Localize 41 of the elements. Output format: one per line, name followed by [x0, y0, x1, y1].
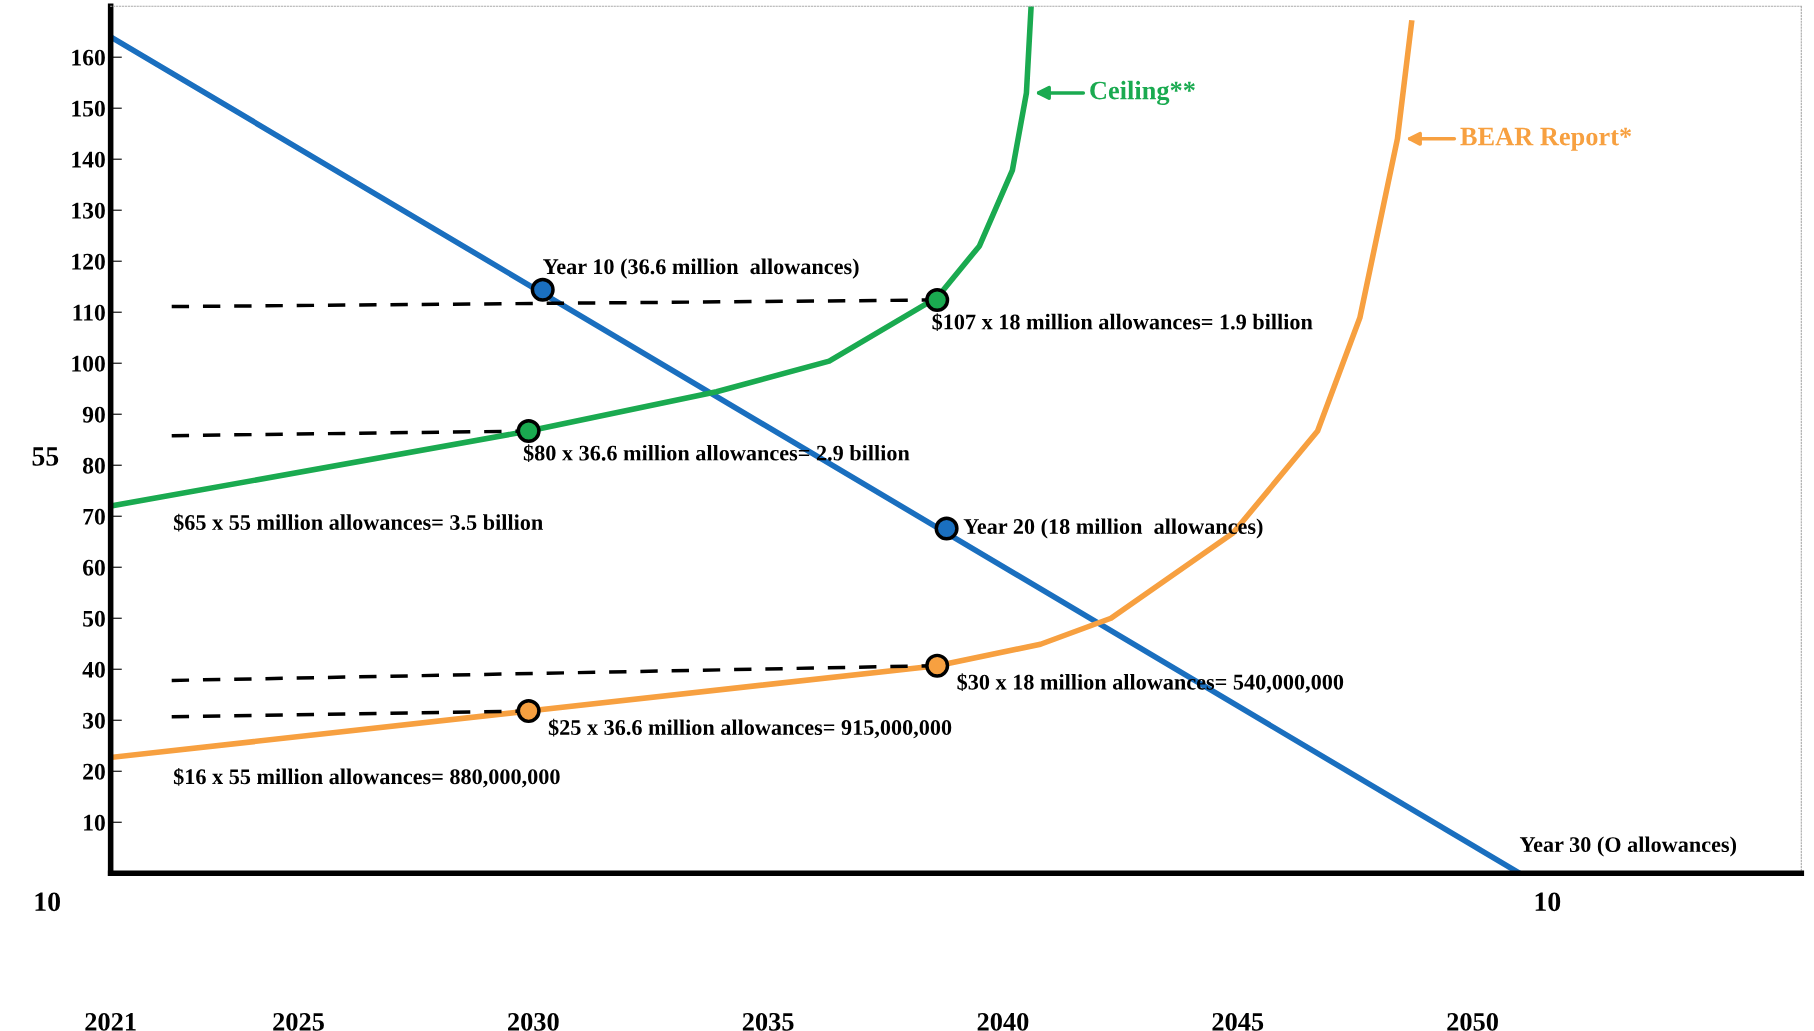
y-tick-label: 10 [84, 814, 105, 831]
point [934, 516, 959, 541]
y-tick-label: 70 [83, 508, 105, 525]
y-tick-label: 30 [83, 712, 105, 729]
y-tick-label: 160 [72, 49, 105, 66]
annotation: Year 30 (O allowances) [1519, 836, 1737, 857]
annotation: $80 x 36.6 million allowances= 2.9 billion [523, 444, 910, 463]
y-tick-label: 100 [72, 355, 105, 372]
text: 55 [32, 447, 59, 466]
y-tick-label: 60 [82, 559, 105, 576]
annotation: $65 x 55 million allowances= 3.5 billion [173, 513, 543, 532]
y-tick-label: 130 [72, 202, 105, 219]
x-tick-label: 2040 [977, 1012, 1029, 1031]
y-tick-label: 40 [82, 661, 105, 678]
y-tick-label: 140 [72, 151, 105, 168]
y-tick-label: 150 [72, 100, 105, 117]
point [516, 699, 541, 724]
y-tick-label: 120 [72, 253, 105, 270]
point [530, 277, 555, 302]
x-tick-label: 2035 [742, 1012, 794, 1031]
y-tick-label: 80 [82, 457, 105, 474]
point [516, 419, 541, 444]
y-tick-label: 90 [82, 406, 105, 423]
y-tick-label: 110 [73, 304, 105, 321]
text: 10 [35, 892, 60, 912]
point [925, 287, 950, 313]
annotation: $16 x 55 million allowances= 880,000,000 [173, 767, 560, 788]
y-tick-label: 20 [83, 763, 105, 780]
x-tick-label: 2030 [508, 1012, 559, 1031]
annotation: $107 x 18 million allowances= 1.9 billion [932, 313, 1313, 331]
legend-label: BEAR Report* [1460, 127, 1632, 151]
x-tick-label: 2021 [85, 1012, 136, 1031]
text: 10 [1535, 892, 1561, 912]
annotation: $25 x 36.6 million allowances= 915,000,000 [548, 718, 952, 739]
annotation: Year 10 (36.6 million allowances) [543, 258, 859, 279]
x-tick-label: 2050 [1447, 1012, 1498, 1031]
point [925, 653, 950, 678]
legend-label: Ceiling** [1090, 80, 1195, 105]
y-tick-label: 50 [83, 610, 105, 627]
x-tick-label: 2025 [273, 1012, 324, 1031]
x-tick-label: 2045 [1212, 1012, 1264, 1031]
